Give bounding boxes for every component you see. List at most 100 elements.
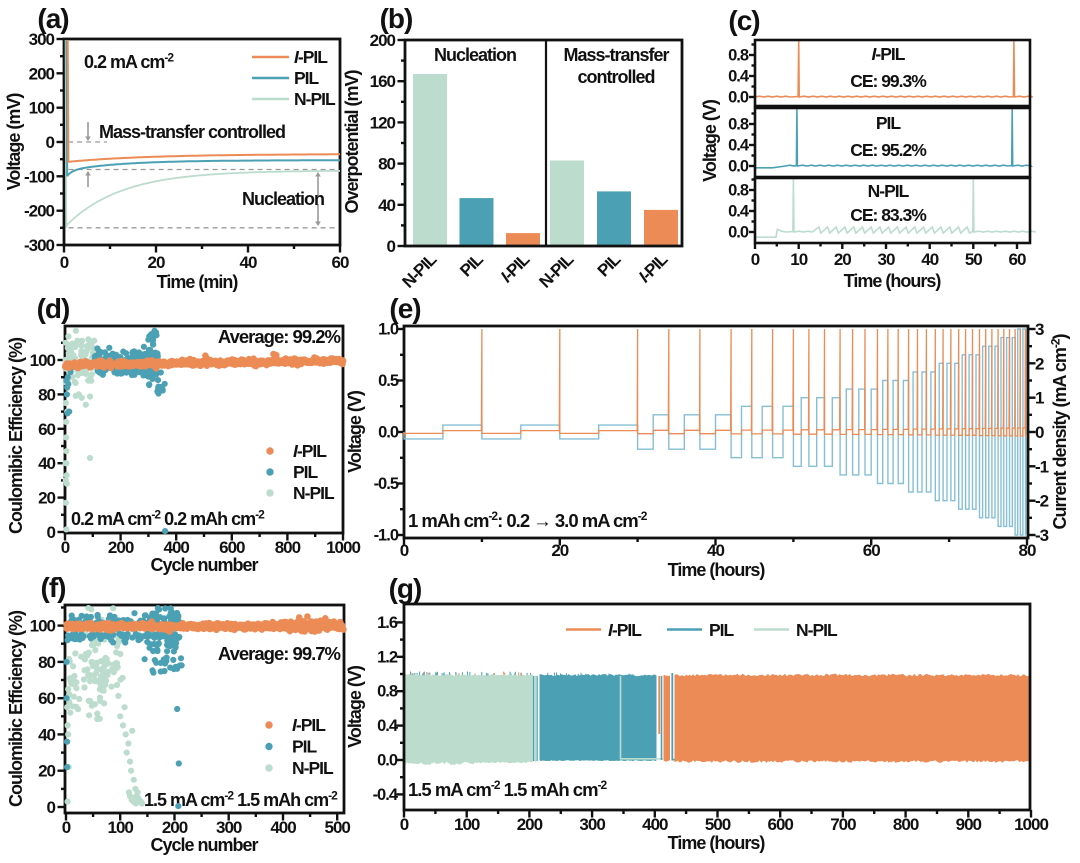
svg-text:Average: 99.2%: Average: 99.2% (218, 326, 341, 347)
svg-text:CE: 83.3%: CE: 83.3% (850, 205, 927, 225)
svg-text:(d): (d) (37, 293, 70, 324)
svg-text:Overpotential (mV): Overpotential (mV) (342, 69, 362, 213)
svg-text:0.5: 0.5 (378, 372, 399, 390)
svg-text:200: 200 (517, 815, 543, 834)
svg-text:2: 2 (1035, 354, 1044, 373)
svg-text:0: 0 (62, 818, 71, 837)
svg-text:0: 0 (1035, 423, 1044, 442)
svg-text:Time (hours): Time (hours) (668, 833, 766, 853)
svg-text:Cycle number: Cycle number (150, 835, 258, 855)
svg-text:80: 80 (1019, 541, 1036, 560)
svg-text:0: 0 (47, 798, 56, 817)
svg-text:PIL: PIL (294, 68, 320, 88)
svg-text:300: 300 (29, 30, 55, 49)
svg-text:60: 60 (38, 420, 55, 439)
svg-text:Nucleation: Nucleation (242, 189, 324, 209)
svg-text:40: 40 (240, 253, 257, 272)
svg-text:200: 200 (370, 31, 396, 50)
svg-text:1000: 1000 (326, 538, 360, 557)
svg-text:Voltage (V): Voltage (V) (345, 390, 365, 473)
svg-text:600: 600 (219, 538, 245, 557)
svg-text:0.2 mA cm-2​: 0.2 mA cm-2​ (84, 51, 174, 73)
svg-text:Time (min): Time (min) (157, 272, 239, 292)
svg-text:Time (hours): Time (hours) (668, 560, 766, 580)
svg-text:0: 0 (400, 541, 409, 560)
svg-text:1 mAh cm-2​: 0.2 → 3.0 mA cm-2: 1 mAh cm-2​: 0.2 → 3.0 mA cm-2​ (408, 509, 648, 531)
svg-text:20: 20 (38, 489, 55, 508)
svg-text:I-PIL: I-PIL (292, 715, 326, 735)
svg-text:3: 3 (1035, 320, 1044, 339)
svg-text:40: 40 (921, 250, 938, 269)
svg-text:-0.5: -0.5 (374, 475, 399, 493)
svg-text:I-PIL: I-PIL (294, 47, 328, 67)
svg-text:400: 400 (164, 538, 190, 557)
svg-text:PIL: PIL (876, 113, 902, 133)
svg-text:(b): (b) (380, 3, 413, 34)
svg-text:Voltage (V): Voltage (V) (345, 665, 365, 748)
svg-text:50: 50 (965, 250, 982, 269)
svg-text:0: 0 (61, 538, 70, 557)
svg-text:200: 200 (108, 538, 134, 557)
svg-text:Nucleation: Nucleation (434, 45, 516, 65)
svg-text:80: 80 (38, 385, 55, 404)
svg-text:300: 300 (579, 815, 605, 834)
svg-text:0.0: 0.0 (728, 224, 749, 242)
svg-text:N-PIL: N-PIL (796, 620, 838, 640)
svg-text:300: 300 (216, 818, 242, 837)
svg-text:0.2 mA cm-2​ 0.2 mAh cm-2​: 0.2 mA cm-2​ 0.2 mAh cm-2​ (71, 508, 265, 530)
svg-text:900: 900 (956, 815, 982, 834)
svg-text:PIL: PIL (709, 620, 735, 640)
svg-text:Mass-transfer controlled: Mass-transfer controlled (99, 122, 285, 142)
svg-text:(g): (g) (389, 573, 422, 604)
svg-text:100: 100 (29, 99, 55, 118)
svg-text:-200: -200 (24, 202, 55, 221)
svg-text:CE: 99.3%: CE: 99.3% (850, 71, 927, 91)
svg-text:0.0: 0.0 (378, 424, 399, 442)
svg-text:-300: -300 (24, 236, 55, 255)
svg-text:20: 20 (834, 250, 851, 269)
svg-text:20: 20 (148, 253, 165, 272)
svg-text:400: 400 (642, 815, 668, 834)
svg-text:500: 500 (705, 815, 731, 834)
svg-text:200: 200 (162, 818, 188, 837)
svg-text:I-PIL: I-PIL (293, 441, 327, 461)
svg-text:0: 0 (60, 253, 69, 272)
svg-text:400: 400 (270, 818, 296, 837)
svg-text:Coulomibic Efficiency (%): Coulomibic Efficiency (%) (6, 337, 26, 534)
svg-text:-3: -3 (1035, 526, 1049, 545)
svg-text:0.0: 0.0 (377, 752, 398, 770)
svg-text:controlled: controlled (577, 67, 654, 87)
svg-text:0.8: 0.8 (728, 47, 749, 65)
svg-text:60: 60 (1009, 250, 1026, 269)
svg-text:80: 80 (38, 653, 55, 672)
svg-text:(c): (c) (728, 5, 759, 36)
svg-text:-2: -2 (1035, 492, 1049, 511)
svg-text:Coulomibic Efficiency (%): Coulomibic Efficiency (%) (6, 610, 26, 807)
svg-text:0.8: 0.8 (728, 116, 749, 134)
svg-text:-1.0: -1.0 (374, 527, 399, 545)
svg-text:N-PIL: N-PIL (292, 758, 334, 778)
svg-text:40: 40 (378, 196, 395, 215)
svg-text:80: 80 (378, 155, 395, 174)
svg-text:10: 10 (790, 250, 807, 269)
svg-text:500: 500 (325, 818, 351, 837)
svg-text:20: 20 (38, 762, 55, 781)
svg-text:700: 700 (830, 815, 856, 834)
svg-text:40: 40 (707, 541, 724, 560)
svg-text:-0.4: -0.4 (373, 786, 399, 804)
svg-text:I-PIL: I-PIL (872, 44, 906, 64)
svg-text:0.0: 0.0 (728, 158, 749, 176)
svg-text:200: 200 (29, 64, 55, 83)
svg-text:0.4: 0.4 (728, 203, 750, 221)
svg-text:60: 60 (38, 689, 55, 708)
svg-text:1.0: 1.0 (378, 321, 399, 339)
svg-text:0.8: 0.8 (728, 182, 749, 200)
svg-text:PIL: PIL (292, 737, 318, 757)
svg-text:0.4: 0.4 (377, 717, 399, 735)
svg-text:Voltage (mV): Voltage (mV) (4, 93, 24, 191)
svg-text:CE: 95.2%: CE: 95.2% (850, 140, 927, 160)
svg-text:1.2: 1.2 (377, 648, 398, 666)
svg-text:1000: 1000 (1014, 815, 1048, 834)
svg-text:20: 20 (551, 541, 568, 560)
svg-text:0.4: 0.4 (728, 68, 750, 86)
